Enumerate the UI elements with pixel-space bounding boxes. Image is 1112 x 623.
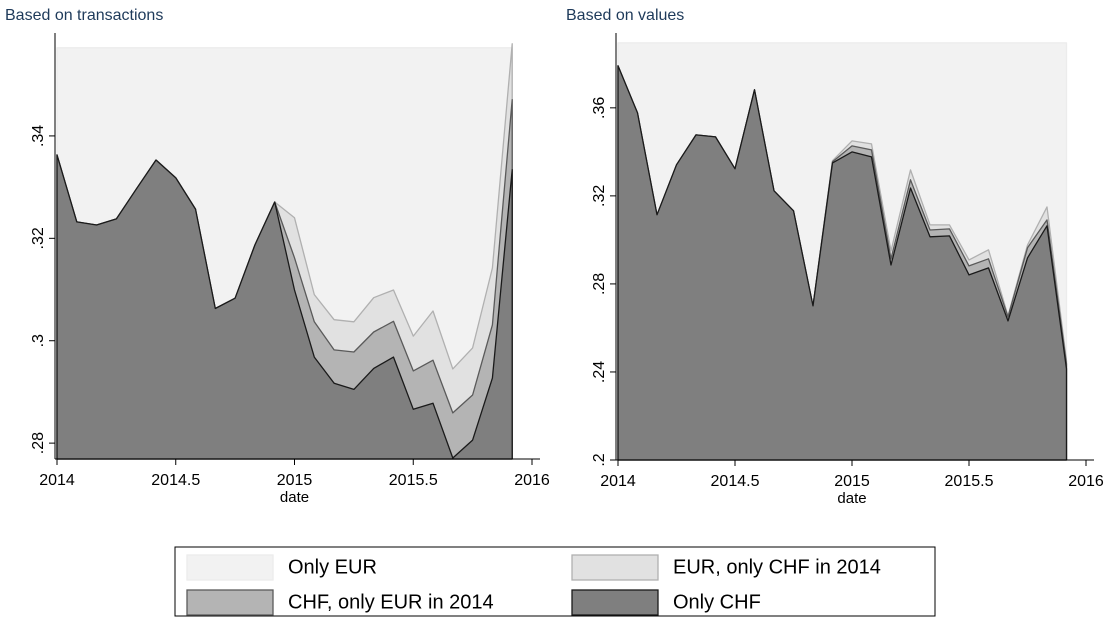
y-tick-label: .28 bbox=[591, 273, 608, 295]
x-tick-label: 2015.5 bbox=[945, 473, 994, 490]
chart-panel: Based on transactions .28 .3 .32 .34 2014 2014… bbox=[5, 7, 550, 506]
chart-title: Based on transactions bbox=[5, 7, 163, 24]
y-tick-label: .2 bbox=[591, 453, 608, 466]
legend-label: CHF, only EUR in 2014 bbox=[288, 591, 494, 613]
chart-title: Based on values bbox=[566, 7, 684, 24]
x-tick-label: 2016 bbox=[514, 472, 550, 489]
legend-swatch bbox=[571, 554, 659, 581]
y-tick-label: .32 bbox=[30, 227, 47, 249]
y-tick-label: .34 bbox=[30, 125, 47, 147]
x-tick-label: 2015 bbox=[834, 473, 870, 490]
area bbox=[617, 65, 1068, 461]
legend-label: EUR, only CHF in 2014 bbox=[673, 556, 881, 578]
legend-label: Only CHF bbox=[673, 591, 761, 613]
x-axis-title: date bbox=[837, 490, 866, 507]
x-tick-label: 2014.5 bbox=[711, 473, 760, 490]
y-tick-label: .28 bbox=[30, 432, 47, 454]
x-tick-label: 2015.5 bbox=[389, 472, 438, 489]
y-tick-label: .32 bbox=[591, 185, 608, 207]
legend-label: Only EUR bbox=[288, 556, 377, 578]
x-axis-title: date bbox=[280, 489, 309, 506]
y-tick-label: .3 bbox=[30, 334, 47, 347]
legend-swatch bbox=[571, 589, 659, 616]
x-tick-label: 2014 bbox=[39, 472, 75, 489]
x-tick-label: 2014.5 bbox=[151, 472, 200, 489]
y-tick-label: .36 bbox=[591, 97, 608, 119]
y-tick-label: .24 bbox=[591, 361, 608, 383]
x-tick-label: 2015 bbox=[277, 472, 313, 489]
legend-frame bbox=[174, 546, 936, 617]
legend: Only EUR EUR, only CHF in 2014 CHF, only E… bbox=[174, 546, 936, 617]
chart-panel: Based on values .2 .24 .28 .32 .36 2014 2014.5 2… bbox=[566, 7, 1104, 507]
legend-swatch bbox=[186, 554, 274, 581]
legend-swatch bbox=[186, 589, 274, 616]
x-tick-label: 2014 bbox=[600, 473, 636, 490]
x-tick-label: 2016 bbox=[1068, 473, 1104, 490]
area bbox=[56, 154, 513, 460]
